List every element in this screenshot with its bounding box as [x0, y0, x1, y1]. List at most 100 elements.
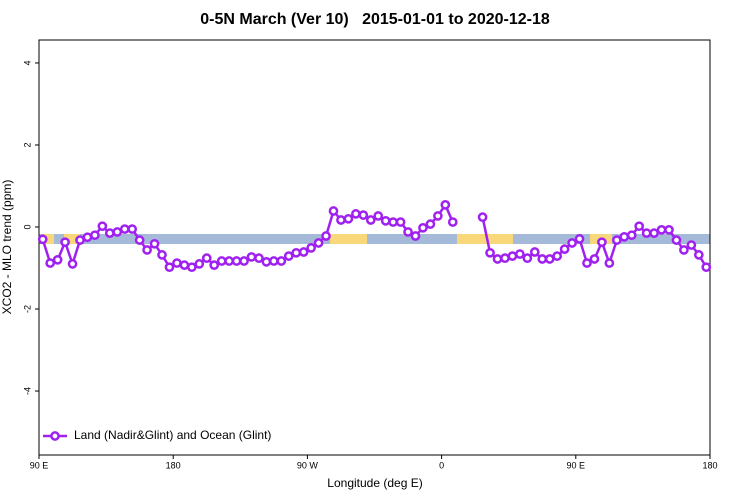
- legend-label: Land (Nadir&Glint) and Ocean (Glint): [74, 428, 271, 442]
- data-point: [515, 249, 525, 259]
- x-tick-label: 180: [166, 460, 181, 470]
- data-point: [179, 260, 190, 270]
- data-point: [664, 225, 674, 235]
- land-band: [457, 234, 513, 244]
- data-point: [701, 262, 712, 273]
- data-point: [679, 245, 689, 255]
- data-point: [328, 206, 339, 216]
- data-point: [52, 254, 63, 265]
- data-point: [522, 253, 533, 264]
- y-tick-label: -2: [22, 305, 32, 313]
- data-point: [201, 253, 212, 264]
- legend-marker: [50, 431, 60, 441]
- x-axis-label: Longitude (deg E): [327, 476, 422, 490]
- data-point: [343, 213, 354, 224]
- x-tick-label: 90 E: [30, 460, 49, 470]
- data-point: [693, 250, 704, 260]
- data-point: [239, 256, 249, 266]
- data-point: [254, 253, 264, 264]
- land-band: [64, 234, 80, 244]
- data-point: [559, 244, 570, 254]
- data-point: [60, 237, 70, 248]
- data-point: [567, 238, 577, 248]
- data-point: [477, 212, 488, 223]
- data-point: [97, 221, 108, 232]
- data-point: [186, 262, 197, 273]
- x-tick-label: 90 W: [297, 460, 319, 470]
- data-point: [269, 256, 279, 266]
- data-point: [313, 238, 324, 248]
- data-point: [283, 251, 294, 261]
- data-point: [589, 254, 600, 264]
- data-point: [656, 225, 667, 235]
- data-point: [611, 235, 622, 245]
- data-point: [537, 254, 548, 264]
- data-point: [261, 257, 272, 267]
- y-tick-label: 0: [22, 224, 32, 229]
- data-point: [373, 211, 384, 221]
- data-point: [358, 210, 369, 220]
- y-axis-label: XCO2 - MLO trend (ppm): [0, 180, 14, 315]
- data-point: [231, 256, 242, 266]
- data-point: [433, 211, 443, 221]
- land-band: [44, 234, 54, 244]
- y-tick-label: -4: [22, 387, 32, 395]
- data-point: [194, 259, 205, 269]
- data-point: [298, 247, 309, 257]
- y-tick-label: 2: [22, 142, 32, 147]
- data-point: [104, 228, 115, 238]
- data-point: [224, 256, 234, 266]
- data-point: [529, 247, 540, 257]
- data-point: [552, 251, 563, 261]
- data-point: [149, 238, 160, 249]
- data-point: [544, 254, 555, 264]
- data-point: [641, 228, 652, 238]
- data-point: [246, 252, 257, 262]
- chart-title: 0-5N March (Ver 10) 2015-01-01 to 2020-1…: [200, 11, 550, 28]
- data-point: [45, 258, 56, 268]
- data-point: [112, 227, 123, 237]
- data-point: [485, 247, 495, 258]
- data-point: [403, 227, 413, 237]
- data-point: [649, 228, 659, 238]
- data-point: [172, 258, 182, 268]
- data-point: [597, 237, 607, 248]
- data-point: [492, 254, 503, 264]
- data-point: [418, 222, 428, 233]
- data-point: [142, 245, 152, 255]
- data-point: [686, 240, 697, 250]
- ocean-band: [39, 234, 710, 244]
- data-point: [276, 256, 287, 266]
- data-point: [500, 253, 510, 264]
- x-tick-label: 90 E: [567, 460, 586, 470]
- data-point: [127, 224, 138, 234]
- y-tick-label: 4: [22, 60, 32, 65]
- data-point: [380, 215, 391, 226]
- data-point: [164, 262, 175, 273]
- data-point: [388, 217, 398, 227]
- data-point: [336, 215, 346, 225]
- data-point: [447, 217, 458, 227]
- data-point: [351, 209, 361, 219]
- data-point: [582, 258, 592, 268]
- plot-frame: [38, 39, 711, 456]
- data-point: [82, 232, 93, 243]
- data-point: [440, 200, 451, 210]
- data-point: [209, 260, 220, 270]
- x-tick-label: 0: [439, 460, 444, 470]
- data-point: [634, 221, 645, 232]
- data-point: [216, 256, 227, 266]
- data-point: [410, 231, 421, 241]
- data-point: [321, 231, 331, 241]
- data-point: [671, 235, 682, 245]
- data-point: [425, 219, 436, 229]
- data-point: [574, 234, 585, 244]
- data-point: [75, 235, 85, 245]
- land-band: [330, 234, 367, 244]
- data-point: [119, 224, 130, 234]
- data-point: [157, 250, 167, 260]
- data-point: [291, 247, 302, 258]
- data-point: [626, 230, 637, 241]
- data-point: [134, 235, 145, 245]
